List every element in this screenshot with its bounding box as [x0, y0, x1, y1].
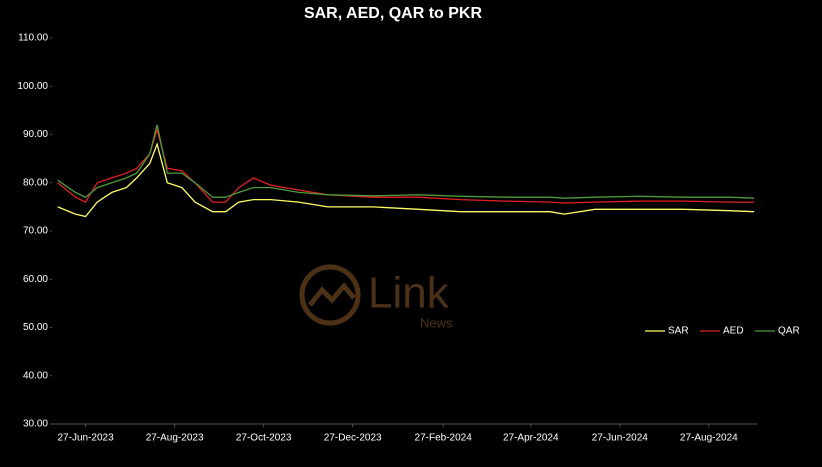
legend-label: QAR — [778, 326, 800, 337]
series-line — [57, 124, 755, 199]
x-tick-label: 27-Aug-2023 — [146, 433, 204, 444]
logo-mark — [308, 282, 356, 307]
chart-title: SAR, AED, QAR to PKR — [304, 5, 483, 22]
legend-label: AED — [723, 326, 744, 337]
y-tick-label: 70.00 — [23, 226, 48, 237]
x-tick-label: 27-Jun-2024 — [592, 433, 649, 444]
series-line — [57, 127, 755, 204]
y-tick-label: 110.00 — [18, 33, 48, 44]
x-tick-label: 27-Feb-2024 — [415, 433, 473, 444]
x-tick-label: 27-Aug-2024 — [680, 433, 738, 444]
y-tick-label: 80.00 — [23, 177, 48, 188]
x-tick-label: 27-Dec-2023 — [324, 433, 382, 444]
y-tick-label: 30.00 — [23, 419, 48, 430]
watermark-text: Link — [368, 269, 450, 318]
y-tick-label: 90.00 — [23, 129, 48, 140]
y-tick-label: 100.00 — [17, 81, 48, 92]
y-tick-label: 40.00 — [23, 370, 48, 381]
y-tick-label: 60.00 — [23, 274, 48, 285]
watermark-subtext: News — [420, 315, 453, 330]
legend-label: SAR — [668, 326, 689, 337]
series-line — [57, 142, 755, 218]
logo-ring — [299, 264, 361, 326]
y-tick-label: 50.00 — [23, 322, 48, 333]
x-tick-label: 27-Oct-2023 — [236, 433, 292, 444]
x-tick-label: 27-Jun-2023 — [57, 433, 114, 444]
x-tick-label: 27-Apr-2024 — [503, 433, 559, 444]
watermark-logo: Link News — [299, 264, 453, 330]
